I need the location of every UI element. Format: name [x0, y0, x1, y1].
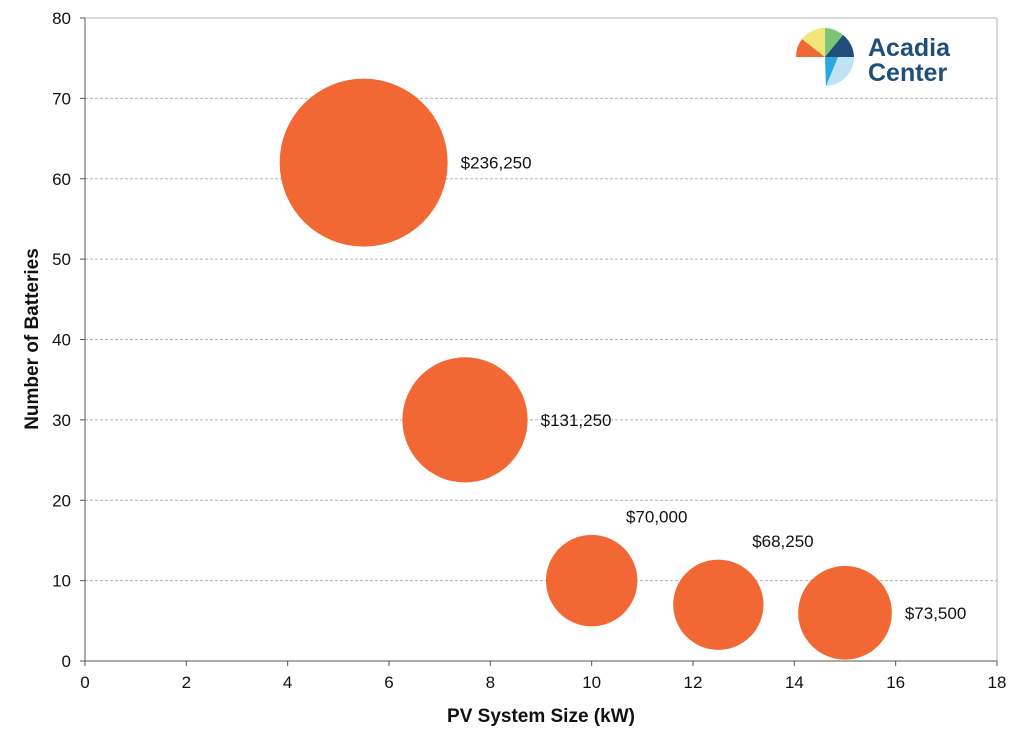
- y-tick-labels: 0 10 20 30 40 50 60 70 80: [52, 9, 71, 671]
- y-tick-label: 50: [52, 250, 71, 269]
- y-tick-label: 40: [52, 331, 71, 350]
- data-label: $236,250: [461, 154, 532, 173]
- bubble-point: [545, 534, 638, 627]
- data-labels: $236,250 $131,250 $70,000 $68,250 $73,500: [461, 154, 967, 623]
- x-tick-label: 4: [283, 673, 292, 692]
- y-tick-label: 0: [62, 652, 71, 671]
- x-tick-label: 2: [182, 673, 191, 692]
- x-tick-label: 14: [785, 673, 804, 692]
- y-tick-label: 20: [52, 491, 71, 510]
- gridlines: [85, 17, 997, 582]
- data-label: $68,250: [752, 532, 813, 551]
- y-tick-label: 10: [52, 572, 71, 591]
- axes: [80, 17, 998, 666]
- bubble-point: [402, 357, 528, 483]
- x-axis-title: PV System Size (kW): [447, 706, 635, 727]
- logo-text-line1: Acadia: [868, 34, 951, 62]
- x-tick-label: 8: [486, 673, 495, 692]
- bubbles: [279, 78, 892, 660]
- x-tick-label: 16: [886, 673, 905, 692]
- y-tick-label: 60: [52, 170, 71, 189]
- x-tick-label: 10: [582, 673, 601, 692]
- data-label: $73,500: [905, 604, 966, 623]
- x-tick-label: 0: [80, 673, 89, 692]
- x-tick-labels: 0 2 4 6 8 10 12 14 16 18: [80, 673, 1006, 692]
- acadia-center-logo: Acadia Center: [795, 27, 951, 87]
- data-label: $70,000: [626, 507, 687, 526]
- y-tick-label: 80: [52, 9, 71, 28]
- x-tick-label: 6: [384, 673, 393, 692]
- data-label: $131,250: [541, 411, 612, 430]
- logo-text-line2: Center: [868, 59, 947, 87]
- y-tick-label: 30: [52, 411, 71, 430]
- bubble-point: [673, 559, 764, 650]
- y-axis-title: Number of Batteries: [22, 248, 43, 430]
- bubble-point: [279, 78, 448, 247]
- x-tick-label: 18: [988, 673, 1007, 692]
- logo-mark-icon: [795, 27, 854, 86]
- bubble-point: [798, 565, 892, 660]
- x-tick-label: 12: [684, 673, 703, 692]
- y-tick-label: 70: [52, 89, 71, 108]
